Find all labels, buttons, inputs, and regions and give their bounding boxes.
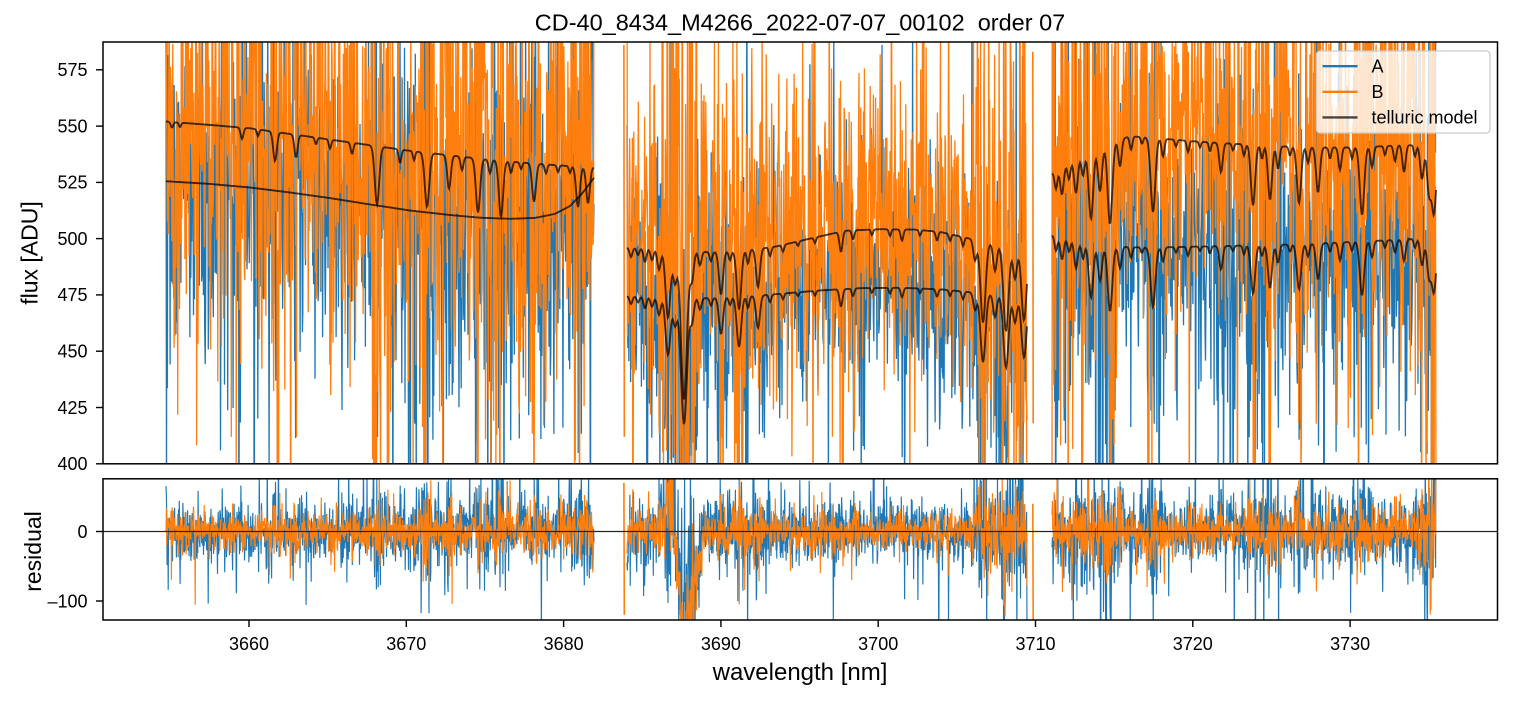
svg-text:500: 500	[57, 229, 87, 249]
svg-text:–100: –100	[47, 591, 87, 611]
svg-text:residual: residual	[20, 511, 46, 592]
svg-text:3690: 3690	[701, 634, 741, 654]
svg-text:telluric model: telluric model	[1372, 108, 1478, 128]
svg-text:475: 475	[57, 285, 87, 305]
svg-text:CD-40_8434_M4266_2022-07-07_00: CD-40_8434_M4266_2022-07-07_00102 order …	[535, 10, 1065, 36]
svg-text:0: 0	[77, 522, 87, 542]
svg-text:450: 450	[57, 342, 87, 362]
svg-text:3660: 3660	[229, 634, 269, 654]
svg-text:wavelength [nm]: wavelength [nm]	[712, 659, 888, 686]
svg-text:3680: 3680	[544, 634, 584, 654]
svg-text:B: B	[1372, 82, 1384, 102]
svg-text:3700: 3700	[858, 634, 898, 654]
svg-text:flux [ADU]: flux [ADU]	[17, 201, 43, 305]
svg-text:3720: 3720	[1173, 634, 1213, 654]
svg-text:400: 400	[57, 454, 87, 474]
svg-text:550: 550	[57, 116, 87, 136]
svg-text:575: 575	[57, 60, 87, 80]
svg-text:3670: 3670	[386, 634, 426, 654]
svg-text:525: 525	[57, 173, 87, 193]
svg-text:3730: 3730	[1330, 634, 1370, 654]
svg-text:3710: 3710	[1015, 634, 1055, 654]
svg-text:A: A	[1372, 57, 1384, 77]
svg-text:425: 425	[57, 398, 87, 418]
